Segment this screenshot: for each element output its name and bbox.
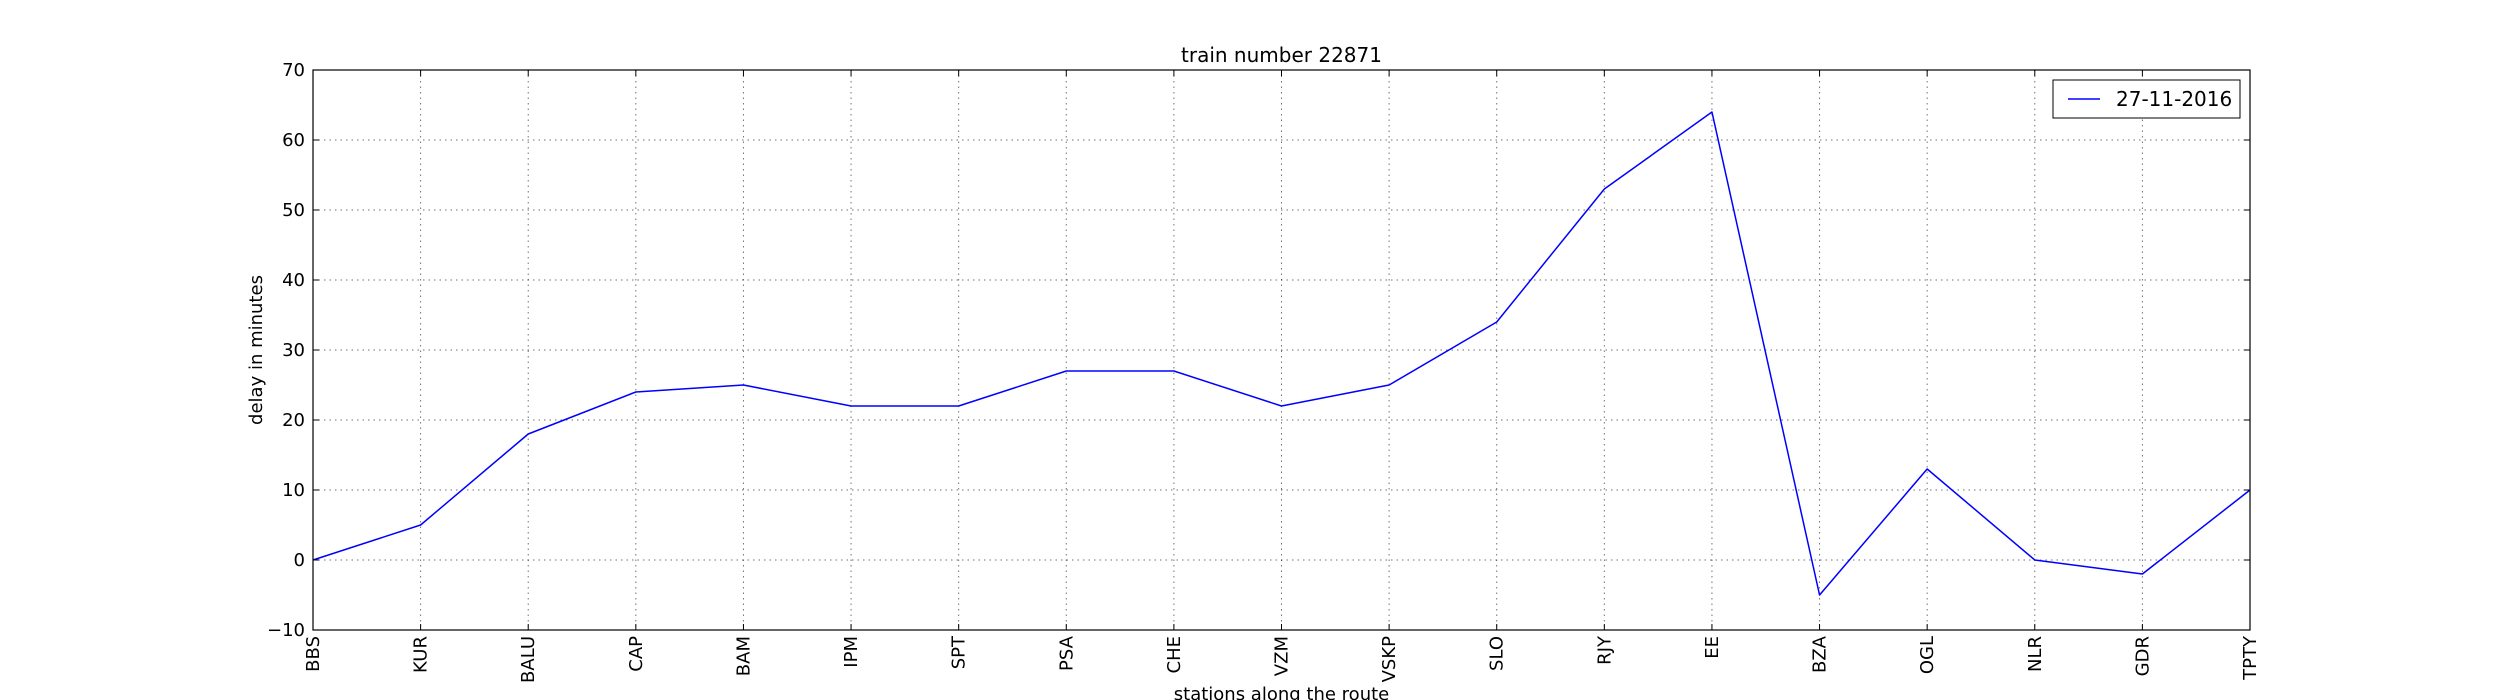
x-tick-label-slo: SLO [1487,636,1508,671]
x-axis-label: stations along the route [1174,684,1389,700]
x-tick-label-rjy: RJY [1594,635,1615,665]
grid-lines [313,70,2250,630]
series-line-0 [312,111,2251,596]
x-tick-label-bam: BAM [733,636,754,676]
x-tick-label-balu: BALU [518,636,539,683]
chart-title: train number 22871 [1181,43,1382,67]
y-axis-label: delay in minutes [246,275,267,425]
series-lines [312,111,2251,596]
x-tick-label-bbs: BBS [303,636,324,672]
x-tick-label-cap: CAP [626,636,647,672]
x-tick-label-bza: BZA [1810,635,1831,673]
legend-entry-label: 27-11-2016 [2116,87,2232,111]
x-tick-label-spt: SPT [949,635,970,669]
x-tick-label-ee: EE [1702,636,1723,659]
y-tick-label-20: 20 [282,410,305,431]
y-tick-label-30: 30 [282,340,305,361]
x-tick-label-che: CHE [1164,636,1185,673]
y-tick-label-neg10: −10 [267,620,305,641]
x-tick-label-nlr: NLR [2025,636,2046,672]
x-tick-label-gdr: GDR [2132,636,2153,676]
y-tick-label-0: 0 [294,550,305,571]
x-tick-label-kur: KUR [411,636,432,673]
y-tick-label-40: 40 [282,270,305,291]
x-tick-label-psa: PSA [1056,635,1077,671]
y-tick-label-50: 50 [282,200,305,221]
y-tick-label-60: 60 [282,130,305,151]
x-tick-label-vskp: VSKP [1379,636,1400,683]
x-tick-label-vzm: VZM [1272,636,1293,676]
legend: 27-11-2016 [2052,79,2241,119]
x-tick-label-ipm: IPM [841,636,862,668]
x-tick-label-ogl: OGL [1917,636,1938,674]
y-tick-label-10: 10 [282,480,305,501]
axis-ticks: BBS KUR BALU CAP BAM IPM SPT PSA CHE VZM VSKP SLO RJ… [267,60,2261,683]
y-tick-label-70: 70 [282,60,305,81]
x-tick-label-tpty: TPTY [2240,635,2261,681]
